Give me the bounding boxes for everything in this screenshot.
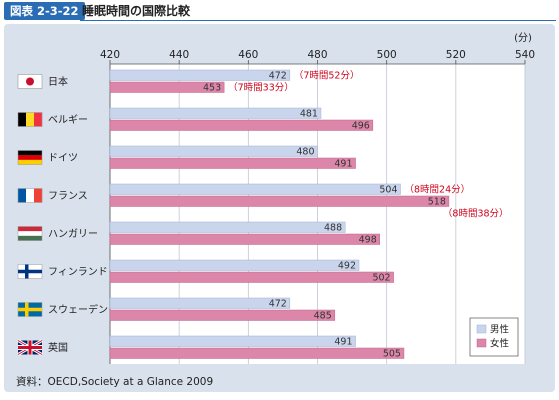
category-label: 日本 [48,75,68,88]
flag-band [18,235,42,241]
tick-label: 520 [446,49,466,61]
tick-label: 500 [377,49,397,61]
flag-band [18,231,42,237]
category-label: ハンガリー [48,228,98,240]
value-label: 491 [334,159,352,170]
value-label: 485 [314,311,332,322]
flag-border [17,112,43,127]
annotation-label: （7時間52分） [294,70,360,82]
flag-band [26,112,35,127]
bar [109,347,405,359]
bar [109,259,360,271]
bar [109,309,336,321]
category-label: ベルギー [48,114,88,126]
value-label: 491 [334,337,352,348]
legend-label: 男性 [490,324,510,336]
flag-border [17,188,43,203]
flag-band [18,150,42,156]
bar [109,233,380,245]
flag-band [18,155,42,161]
bar [109,119,374,131]
flag-cross-horizontal [18,269,42,274]
legend-swatch [476,324,487,334]
japan-flag-icon [17,74,43,89]
bar [109,195,450,207]
category-label: 英国 [48,341,68,354]
source-note: 資料：OECD,Society at a Glance 2009 [16,376,214,388]
category-label: スウェーデン [48,303,108,316]
value-label: 504 [379,185,397,196]
value-label: 496 [352,121,370,132]
france-flag-icon [17,188,43,203]
uk-flag-icon [17,339,43,356]
value-label: 492 [338,261,356,272]
category-label: フィンランド [48,266,108,278]
bar [109,183,401,195]
value-labels: 472 453 481 496 480 491 504 518 488 498 492 502 472 4… [203,71,446,360]
value-label: 505 [383,349,401,360]
annotation-label: （7時間33分） [228,82,294,94]
bar [109,145,318,157]
tick-label: 420 [100,49,120,61]
flag-disc [26,77,34,86]
flag-cross-horizontal [18,307,42,312]
value-label: 488 [324,223,342,234]
value-label: 480 [296,147,314,158]
category-label: フランス [48,190,88,202]
bar [109,69,291,81]
bars [109,69,450,359]
bar [109,157,356,169]
value-label: 472 [269,71,287,82]
figure-header: 図表 2-3-22 睡眠時間の国際比較 [0,0,559,22]
unit-label: (分) [514,32,532,44]
bar [109,221,346,233]
flag-border [17,150,43,165]
bar [109,81,225,93]
belgium-flag-icon [17,112,43,127]
value-label: 498 [359,235,377,246]
tick-label: 440 [169,49,189,61]
flag-band [18,226,42,232]
header-rule [80,20,556,21]
figure-number-badge: 図表 2-3-22 [4,2,85,20]
legend-swatch [476,338,487,348]
value-label: 481 [300,109,318,120]
finland-flag-icon [17,264,43,279]
flag-band [18,112,27,127]
annotation-label: （8時間38分） [443,208,509,220]
legend-box [469,317,519,357]
tick-label: 540 [515,49,535,61]
sweden-flag-icon [17,302,43,317]
legend-label: 女性 [490,338,510,350]
bar [109,107,322,119]
flag-band [26,188,35,203]
value-label: 453 [203,83,221,94]
annotations: （7時間52分）（7時間33分） （8時間24分） （8時間38分） [228,70,508,220]
value-label: 502 [372,273,390,284]
x-axis-ticks: 420 440 460 480 500 520 540 [100,49,535,61]
flag-band [34,188,43,203]
annotation-label: （8時間24分） [405,184,471,196]
flag-band [18,159,42,165]
tick-label: 460 [238,49,258,61]
bar [109,271,394,283]
bar [109,297,291,309]
flag-band [18,188,27,203]
germany-flag-icon [17,150,43,165]
value-label: 518 [428,197,446,208]
hungary-flag-icon [17,226,43,241]
flag-border [17,226,43,241]
flag-band [34,112,43,127]
tick-label: 480 [307,49,327,61]
bar [109,335,356,347]
value-label: 472 [269,299,287,310]
figure-title: 睡眠時間の国際比較 [82,4,191,18]
flag-cross-red-h [18,346,42,349]
category-label: ドイツ [48,153,78,164]
